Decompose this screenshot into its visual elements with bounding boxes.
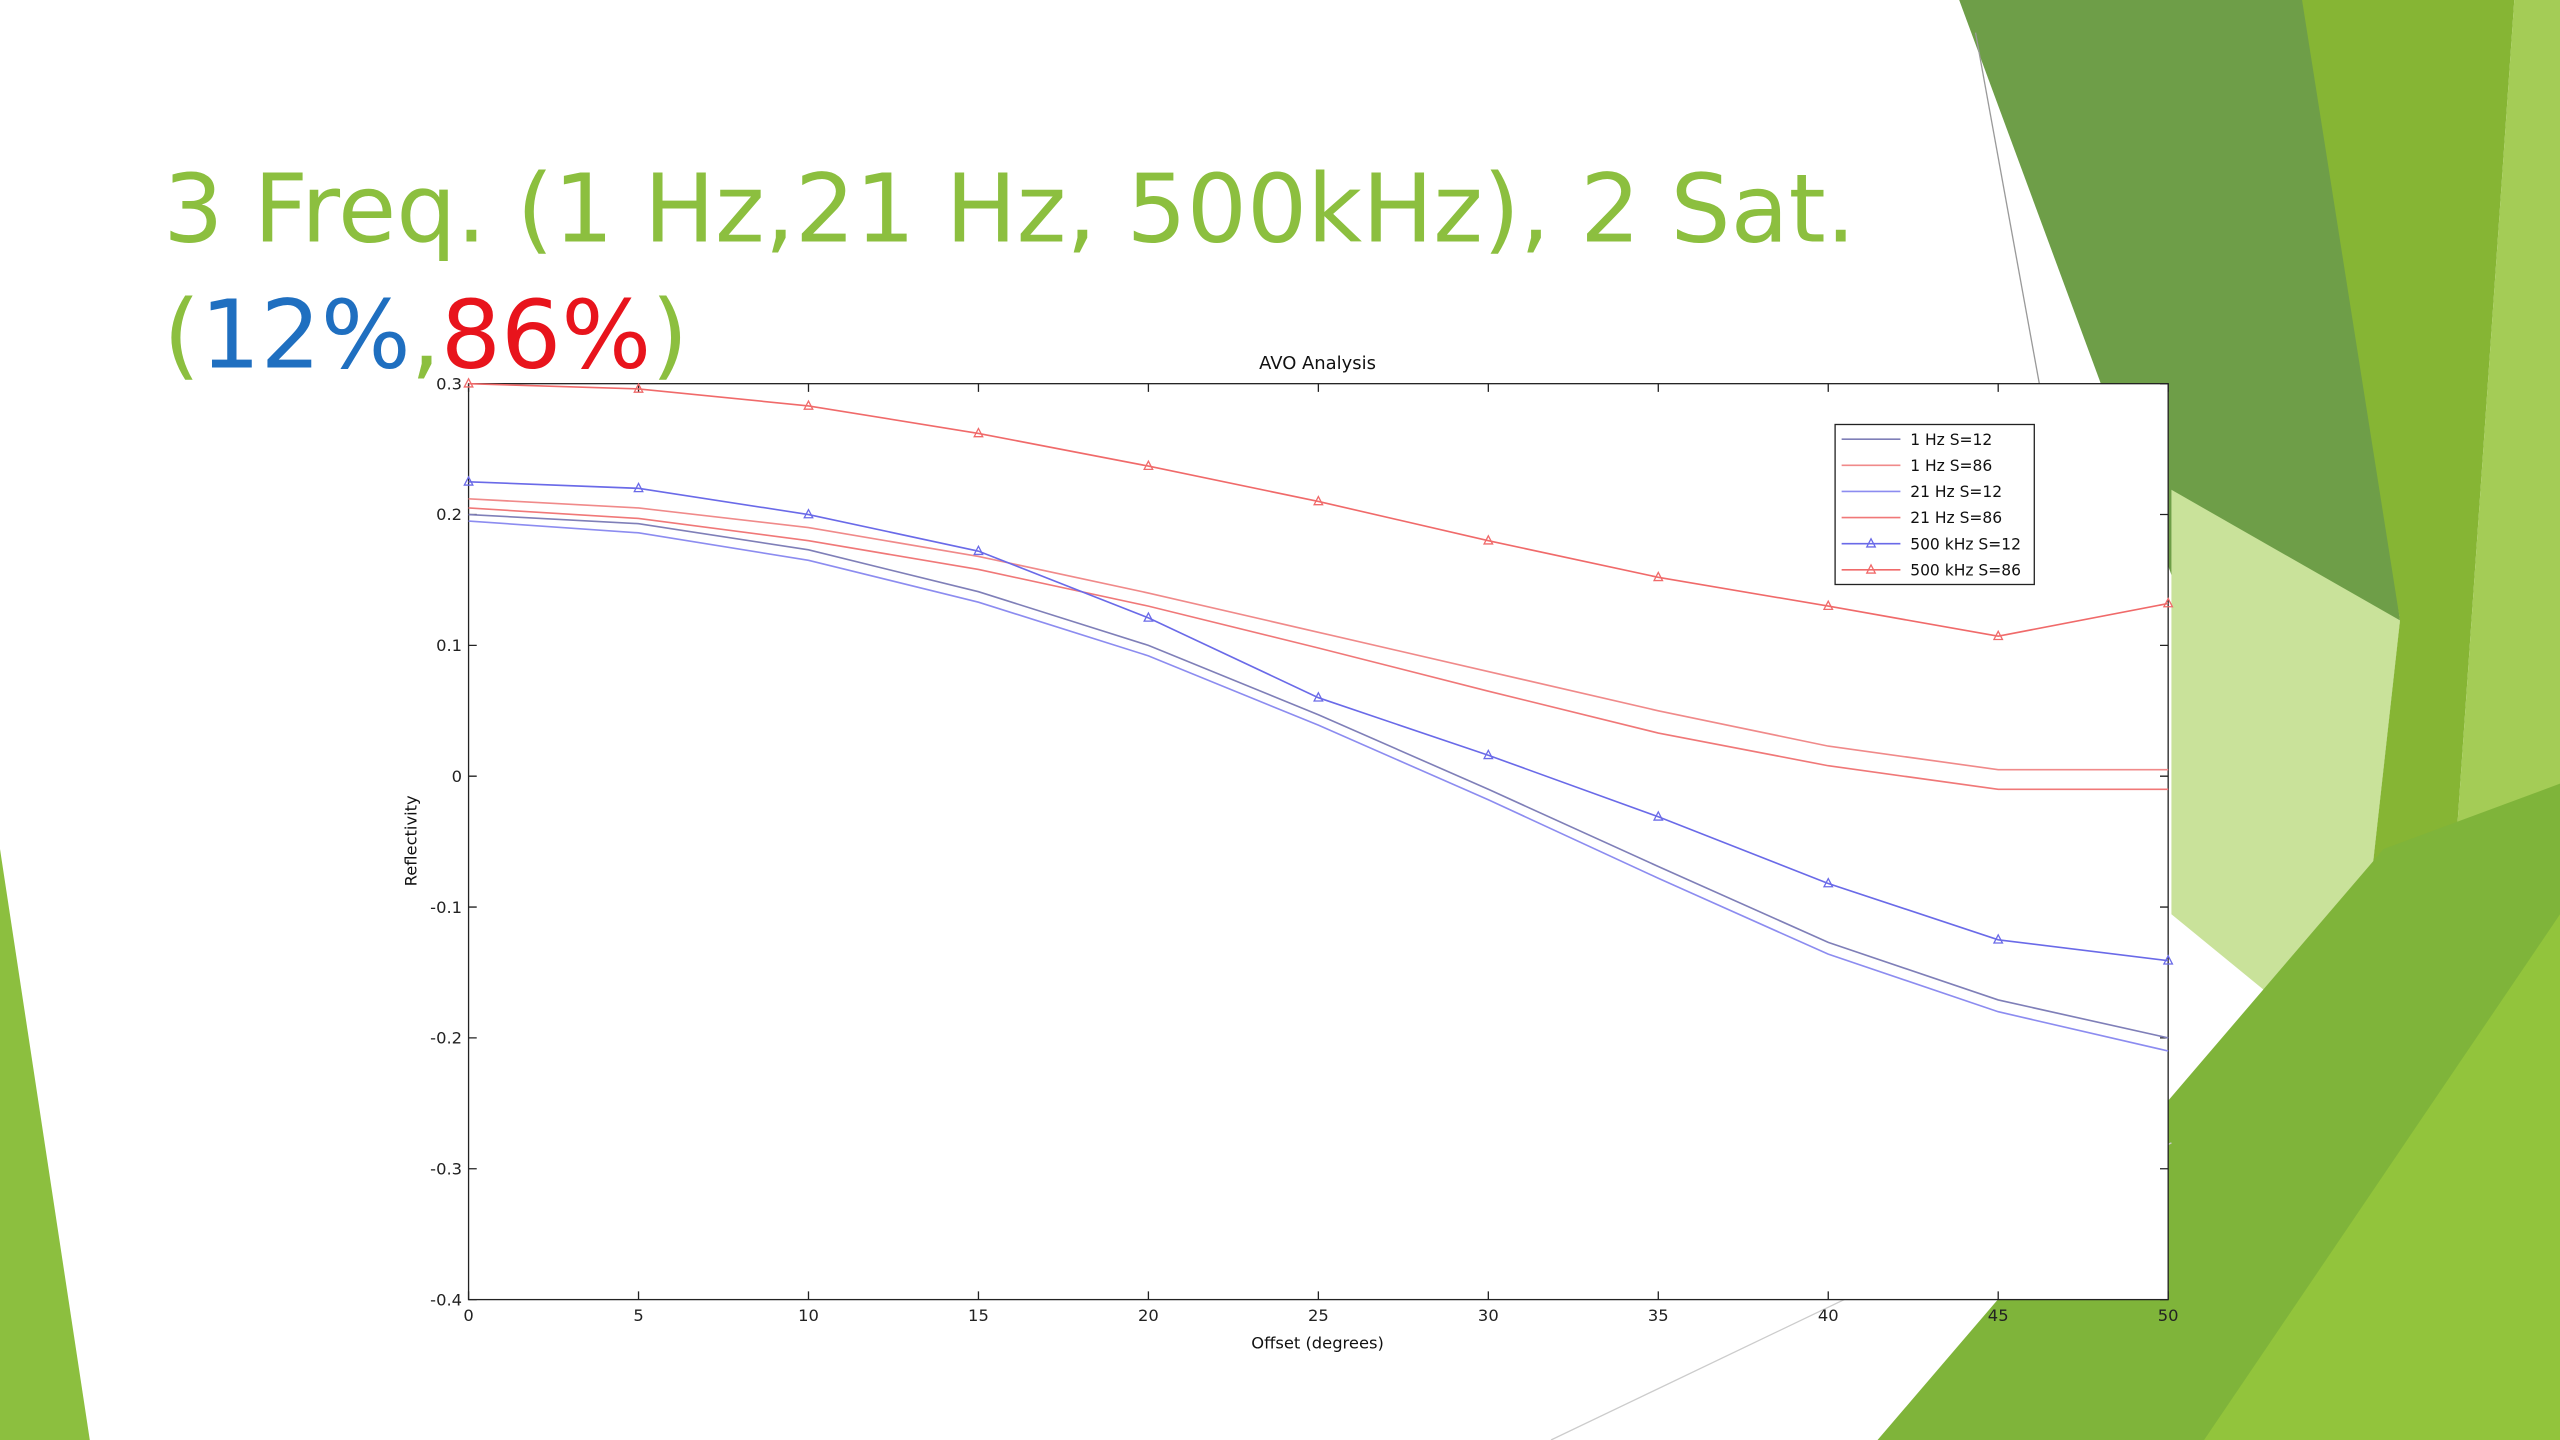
x-tick-label: 40 [1818,1306,1839,1325]
x-tick-label: 20 [1138,1306,1159,1325]
x-tick-label: 25 [1308,1306,1329,1325]
marker [633,482,644,493]
marker [1652,571,1664,582]
legend-box [1834,423,2035,586]
y-axis-label: Reflectivity [401,795,420,886]
marker [973,544,984,556]
title-span: , [411,280,441,390]
marker [973,427,984,438]
x-tick-label: 45 [1988,1306,2009,1325]
series-line [468,513,2169,1039]
marker [1992,629,2004,641]
series-line [468,498,2169,771]
x-tick-label: 15 [968,1306,989,1325]
marker [803,508,814,519]
marker [1822,877,1834,888]
slide-title-line: 3 Freq. (1 Hz,21 Hz, 500kHz), 2 Sat. [163,155,1856,265]
marker [2162,597,2174,608]
marker [463,475,474,486]
marker [1992,933,2004,944]
title-span: 86% [441,280,651,390]
x-tick-label: 35 [1648,1306,1669,1325]
shape [2448,0,2560,947]
line [1974,32,2042,392]
x-tick-label: 50 [2158,1306,2179,1325]
marker [633,382,644,393]
legend-label: 1 Hz S=12 [1910,431,1992,449]
series-line [468,520,2169,1052]
title-span: 12% [200,280,410,390]
y-tick-label: -0.4 [430,1290,462,1309]
legend-label: 21 Hz S=86 [1910,509,2002,527]
marker [803,399,814,410]
marker [1483,534,1494,545]
marker [2162,954,2174,965]
marker [463,377,474,388]
series-line [468,382,2169,638]
marker [1822,599,1834,611]
legend-marker [1865,563,1877,574]
marker [1143,611,1154,622]
x-axis-label: Offset (degrees) [1251,1334,1384,1353]
y-tick-label: 0.1 [436,636,462,655]
shape [2302,0,2515,1062]
y-tick-label: -0.3 [430,1159,462,1178]
marker [1652,810,1664,821]
x-tick-label: 10 [798,1306,819,1325]
marker [1483,748,1494,760]
marker [1143,459,1154,471]
series-line [468,507,2169,791]
legend-label: 500 kHz S=12 [1910,535,2021,553]
legend-label: 500 kHz S=86 [1910,562,2021,580]
legend-label: 1 Hz S=86 [1910,457,1992,475]
y-tick-label: -0.1 [430,898,462,917]
x-tick-label: 5 [633,1306,643,1325]
x-tick-label: 30 [1478,1306,1499,1325]
slide-title-line: (12%,86%) [163,280,688,390]
title-span: 3 Freq. (1 Hz,21 Hz, 500kHz), 2 Sat. [163,155,1856,265]
y-tick-label: 0.3 [436,374,462,393]
title-span: ) [651,280,688,390]
title-span: ( [163,280,200,390]
marker [1313,495,1324,506]
y-tick-label: 0 [452,767,462,786]
marker [1313,691,1324,702]
y-tick-label: -0.2 [430,1029,462,1048]
legend-marker [1865,537,1877,548]
chart: AVO Analysis Offset (degrees) Reflectivi… [401,353,2178,1353]
y-tick-label: 0.2 [436,505,462,524]
series-line [468,480,2169,962]
chart-title: AVO Analysis [1259,353,1376,374]
legend-label: 21 Hz S=12 [1910,483,2002,501]
x-tick-label: 0 [463,1306,473,1325]
